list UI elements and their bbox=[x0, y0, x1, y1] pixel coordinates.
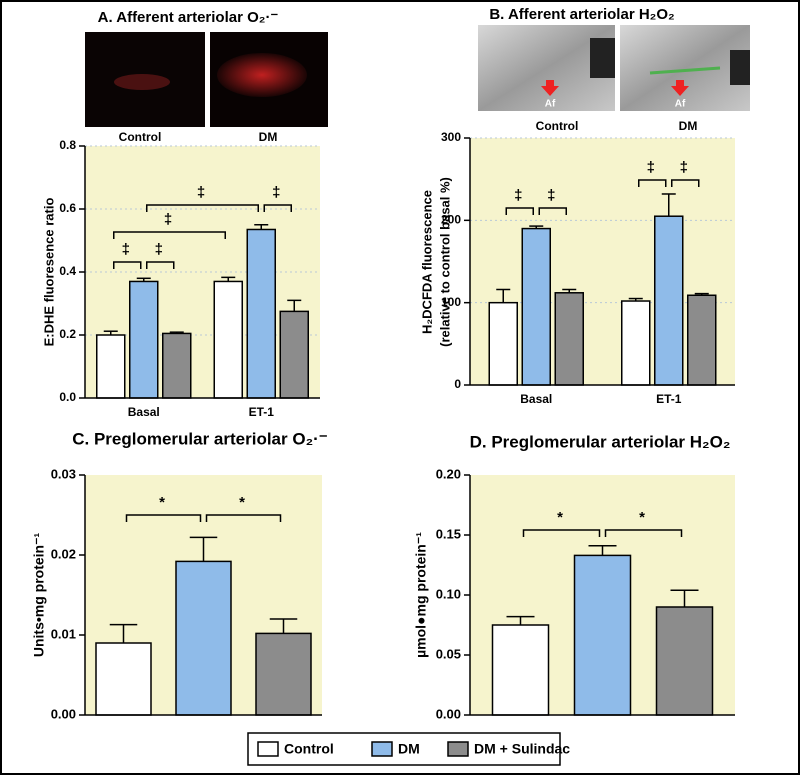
arrow bbox=[541, 80, 559, 96]
significance-bracket bbox=[146, 204, 259, 212]
legend-box bbox=[247, 732, 561, 766]
bar bbox=[488, 301, 518, 386]
y-tick-label: 300 bbox=[441, 130, 461, 144]
significance-marker: ‡ bbox=[547, 187, 555, 204]
micrograph-pipette bbox=[590, 38, 615, 78]
bar bbox=[655, 606, 714, 716]
legend-label: Control bbox=[284, 741, 334, 757]
y-axis-label: Units•mg protein⁻¹ bbox=[31, 533, 47, 658]
bar bbox=[654, 215, 684, 386]
bar bbox=[621, 300, 651, 386]
y-tick-label: 0.10 bbox=[436, 586, 461, 601]
y-tick-label: 0 bbox=[454, 377, 461, 391]
significance-marker: ‡ bbox=[272, 184, 280, 201]
significance-marker: ‡ bbox=[197, 184, 205, 201]
image-caption: DM bbox=[259, 130, 278, 144]
significance-bracket bbox=[604, 529, 683, 537]
y-tick-label: 100 bbox=[441, 295, 461, 309]
y-tick-label: 0.2 bbox=[59, 327, 76, 341]
image-caption: DM bbox=[679, 119, 698, 133]
panel-title: B. Afferent arteriolar H₂O₂ bbox=[489, 6, 674, 23]
x-tick-label: Basal bbox=[128, 405, 160, 419]
significance-marker: * bbox=[639, 509, 645, 526]
significance-bracket bbox=[146, 261, 175, 269]
legend-label: DM bbox=[398, 741, 420, 757]
micrograph-signal bbox=[217, 53, 307, 97]
bar bbox=[255, 632, 312, 716]
y-tick-label: 0.02 bbox=[51, 546, 76, 561]
significance-bracket bbox=[125, 514, 202, 522]
image-marker: Af bbox=[675, 99, 686, 110]
arrow bbox=[671, 80, 689, 96]
y-axis-label: E:DHE fluoresence ratio bbox=[41, 198, 56, 347]
bar bbox=[246, 228, 276, 399]
significance-bracket bbox=[113, 261, 142, 269]
bar bbox=[162, 332, 192, 399]
significance-bracket bbox=[205, 514, 282, 522]
panel-title: A. Afferent arteriolar O₂·⁻ bbox=[98, 9, 279, 26]
x-tick-label: ET-1 bbox=[249, 405, 275, 419]
y-axis-label: H₂DCFDA fluorescence bbox=[419, 190, 434, 334]
significance-marker: ‡ bbox=[164, 211, 172, 228]
bar bbox=[129, 280, 159, 399]
y-tick-label: 0.20 bbox=[436, 466, 461, 481]
bar bbox=[279, 310, 309, 399]
y-tick-label: 200 bbox=[441, 213, 461, 227]
image-marker: Af bbox=[545, 99, 556, 110]
significance-marker: * bbox=[239, 494, 245, 511]
significance-marker: ‡ bbox=[122, 241, 130, 258]
micrograph-signal bbox=[649, 66, 721, 75]
micrograph bbox=[620, 25, 750, 111]
y-tick-label: 0.05 bbox=[436, 646, 461, 661]
bar bbox=[95, 642, 152, 716]
y-tick-label: 0.0 bbox=[59, 390, 76, 404]
bar bbox=[687, 294, 717, 386]
significance-marker: ‡ bbox=[680, 159, 688, 176]
x-tick-label: ET-1 bbox=[656, 392, 682, 406]
bar bbox=[521, 227, 551, 386]
bar bbox=[213, 280, 243, 399]
significance-bracket bbox=[505, 207, 534, 215]
y-tick-label: 0.6 bbox=[59, 201, 76, 215]
significance-marker: ‡ bbox=[647, 159, 655, 176]
y-tick-label: 0.03 bbox=[51, 466, 76, 481]
panel-title: C. Preglomerular arteriolar O₂·⁻ bbox=[72, 429, 328, 448]
significance-bracket bbox=[638, 179, 667, 187]
bar bbox=[491, 624, 550, 716]
image-caption: Control bbox=[119, 130, 162, 144]
significance-bracket bbox=[113, 231, 226, 239]
y-tick-label: 0.4 bbox=[59, 264, 76, 278]
y-axis-label: (relative to control basal %) bbox=[437, 177, 452, 347]
y-tick-label: 0.00 bbox=[436, 706, 461, 721]
panel-title: D. Preglomerular arteriolar H₂O₂ bbox=[470, 432, 731, 451]
micrograph-pipette bbox=[730, 50, 750, 85]
y-axis-label: µmol●mg protein⁻¹ bbox=[413, 532, 429, 658]
bar bbox=[175, 560, 232, 716]
y-tick-label: 0.15 bbox=[436, 526, 461, 541]
bar bbox=[96, 334, 126, 399]
y-tick-label: 0.01 bbox=[51, 626, 76, 641]
significance-marker: * bbox=[557, 509, 563, 526]
micrograph-signal bbox=[114, 74, 170, 90]
significance-bracket bbox=[538, 207, 567, 215]
legend-swatch bbox=[447, 741, 469, 757]
significance-bracket bbox=[263, 204, 292, 212]
legend-swatch bbox=[257, 741, 279, 757]
legend-label: DM + Sulindac bbox=[474, 741, 570, 757]
significance-bracket bbox=[522, 529, 601, 537]
y-tick-label: 0.00 bbox=[51, 706, 76, 721]
significance-marker: ‡ bbox=[155, 241, 163, 258]
x-tick-label: Basal bbox=[520, 392, 552, 406]
y-tick-label: 0.8 bbox=[59, 138, 76, 152]
significance-marker: * bbox=[159, 494, 165, 511]
legend-swatch bbox=[371, 741, 393, 757]
significance-bracket bbox=[671, 179, 700, 187]
image-caption: Control bbox=[536, 119, 579, 133]
bar bbox=[554, 292, 584, 386]
significance-marker: ‡ bbox=[514, 187, 522, 204]
bar bbox=[573, 554, 632, 716]
